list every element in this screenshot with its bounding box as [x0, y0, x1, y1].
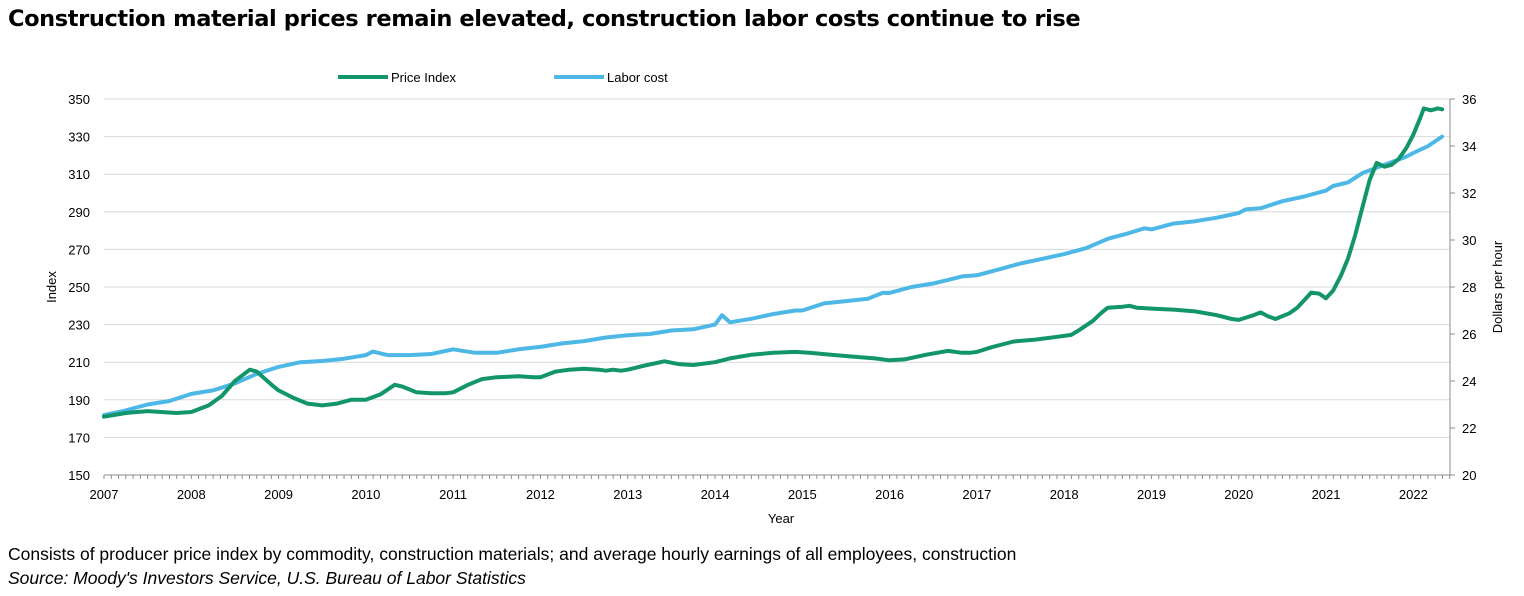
y-tick-label: 310 — [68, 167, 90, 182]
y2-axis-title: Dollars per hour — [1490, 240, 1505, 333]
y-tick-label: 290 — [68, 205, 90, 220]
y-tick-label: 170 — [68, 430, 90, 445]
y2-tick-label: 32 — [1462, 186, 1476, 201]
x-tick-label: 2007 — [90, 487, 119, 502]
y-tick-label: 150 — [68, 468, 90, 483]
x-tick-label: 2013 — [613, 487, 642, 502]
y2-tick-label: 26 — [1462, 327, 1476, 342]
y2-tick-label: 22 — [1462, 421, 1476, 436]
x-tick-label: 2010 — [351, 487, 380, 502]
labor-cost-line — [102, 134, 1445, 418]
x-tick-label: 2015 — [788, 487, 817, 502]
x-tick-label: 2020 — [1224, 487, 1253, 502]
y2-tick-label: 30 — [1462, 233, 1476, 248]
y-tick-label: 230 — [68, 318, 90, 333]
x-axis-title: Year — [768, 511, 795, 526]
price-index-line — [102, 106, 1445, 419]
y2-tick-label: 20 — [1462, 468, 1476, 483]
x-tick-label: 2008 — [177, 487, 206, 502]
x-tick-label: 2012 — [526, 487, 555, 502]
x-tick-label: 2018 — [1050, 487, 1079, 502]
y-axis-title: Index — [44, 271, 59, 303]
chart-title: Construction material prices remain elev… — [8, 6, 1081, 32]
legend-labor-cost-label: Labor cost — [607, 70, 668, 85]
y2-tick-label: 36 — [1462, 92, 1476, 107]
x-tick-label: 2014 — [701, 487, 730, 502]
x-tick-label: 2016 — [875, 487, 904, 502]
x-tick-label: 2009 — [264, 487, 293, 502]
y-tick-label: 350 — [68, 92, 90, 107]
y-tick-label: 270 — [68, 242, 90, 257]
x-tick-label: 2017 — [962, 487, 991, 502]
chart-note: Consists of producer price index by comm… — [8, 544, 1017, 564]
x-tick-label: 2011 — [439, 487, 467, 502]
y2-tick-label: 24 — [1462, 374, 1476, 389]
x-tick-label: 2022 — [1399, 487, 1428, 502]
y2-tick-label: 34 — [1462, 139, 1476, 154]
chart-source: Source: Moody's Investors Service, U.S. … — [8, 568, 526, 588]
legend-price-index-label: Price Index — [391, 70, 457, 85]
x-tick-label: 2019 — [1137, 487, 1166, 502]
y-tick-label: 330 — [68, 130, 90, 145]
y-tick-label: 210 — [68, 355, 90, 370]
y-tick-label: 190 — [68, 393, 90, 408]
y-tick-label: 250 — [68, 280, 90, 295]
x-tick-label: 2021 — [1312, 487, 1341, 502]
y2-tick-label: 28 — [1462, 280, 1476, 295]
